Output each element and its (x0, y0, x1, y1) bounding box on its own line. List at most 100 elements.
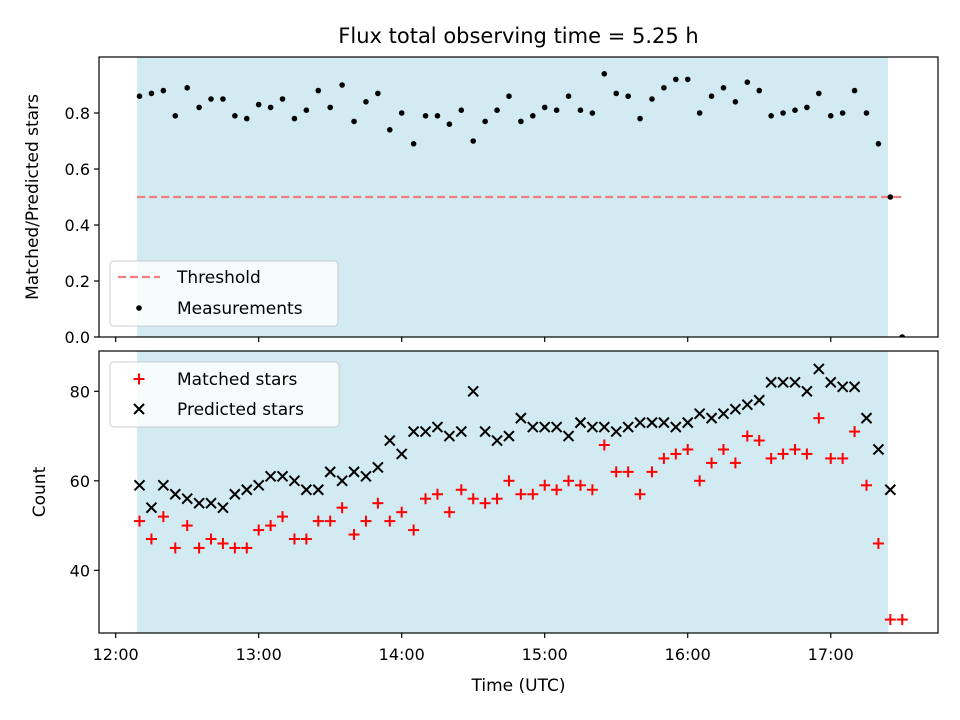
count-x-tick-label: 12:00 (93, 645, 139, 664)
predicted-stars-point (813, 363, 825, 375)
predicted-stars-point (312, 484, 324, 496)
measurement-point (863, 110, 870, 116)
measurement-point (708, 93, 715, 99)
predicted-stars-point (276, 470, 289, 483)
measurement-point (827, 113, 834, 119)
matched-stars-point (706, 457, 718, 469)
matched-stars-point (694, 475, 706, 487)
matched-stars-point (372, 497, 384, 509)
matched-stars-point (324, 515, 336, 527)
measurement-point (839, 110, 846, 116)
measurement-point (243, 115, 250, 122)
predicted-stars-point (169, 488, 181, 500)
matched-stars-point (825, 452, 837, 464)
matched-stars-point (837, 452, 849, 464)
predicted-stars-point (181, 493, 193, 505)
predicted-stars-point (503, 430, 515, 442)
measurement-point (255, 101, 262, 108)
predicted-stars-point (610, 425, 622, 438)
predicted-stars-point (765, 376, 777, 389)
predicted-stars-point (157, 479, 170, 491)
measurement-point (732, 99, 739, 105)
measurement-point (792, 107, 798, 113)
measurement-point (875, 141, 882, 147)
measurement-point (565, 93, 572, 99)
predicted-stars-point (348, 466, 360, 478)
measurement-point (482, 118, 488, 125)
matched-stars-point (408, 524, 420, 536)
count-axes-frame (98, 350, 939, 634)
predicted-stars-point (407, 425, 420, 438)
count-x-tick-label: 13:00 (236, 645, 282, 664)
measurement-point (398, 110, 405, 116)
predicted-stars-point (372, 461, 384, 474)
predicted-stars-point (825, 376, 837, 389)
predicted-stars-point (550, 421, 563, 433)
predicted-stars-point (717, 407, 730, 420)
measurement-point (804, 104, 810, 111)
matched-stars-point (789, 443, 801, 455)
measurement-point (386, 127, 393, 133)
predicted-stars-point (884, 484, 897, 496)
matched-stars-point (169, 542, 181, 554)
predicted-stars-point (264, 470, 277, 483)
predicted-stars-point (562, 430, 575, 442)
measurement-point (315, 87, 322, 94)
predicted-stars-point (217, 501, 229, 514)
count-panel: 40 60 80 12:00 13:00 14:00 15:00 16:00 17:00 Ti… (30, 350, 939, 696)
predicted-stars-point (324, 466, 336, 478)
matched-stars-point (336, 502, 348, 514)
chart-title: Flux total observing time = 5.25 h (338, 24, 698, 48)
measurement-point (458, 107, 465, 113)
predicted-stars-point (658, 416, 670, 429)
predicted-stars-point (241, 484, 253, 496)
matched-stars-point (515, 488, 527, 500)
measurement-point (410, 141, 417, 147)
measurement-point (637, 115, 643, 122)
matched-stars-point (193, 542, 205, 554)
predicted-stars-point (586, 421, 599, 433)
measurement-point (208, 96, 214, 102)
matched-stars-point (753, 435, 765, 447)
measurement-point (530, 113, 536, 119)
matched-stars-point (134, 515, 146, 527)
matched-stars-point (741, 430, 753, 442)
matched-stars-point (253, 524, 265, 536)
measurement-point (470, 138, 477, 144)
matched-stars-point (765, 452, 777, 464)
predicted-stars-point (431, 421, 444, 433)
matched-stars-points (134, 412, 908, 626)
measurement-point (422, 113, 429, 119)
ratio-x-tick-marks (115, 337, 832, 342)
predicted-stars-point (145, 501, 158, 514)
measurement-point (780, 110, 786, 116)
measurement-point (303, 107, 310, 113)
measurement-point (172, 113, 179, 119)
matched-stars-point (431, 488, 443, 500)
ratio-panel: 0.0 0.2 0.4 0.6 0.8 Flux total observing tim… (23, 24, 939, 347)
matched-stars-point (229, 542, 241, 554)
matched-stars-point (801, 448, 813, 460)
count-legend-box (109, 361, 340, 428)
matched-stars-point (622, 466, 634, 478)
count-x-tick-label: 17:00 (808, 645, 854, 664)
matched-stars-point (467, 493, 479, 505)
predicted-stars-point (193, 497, 205, 509)
count-y-ticks: 40 60 80 (70, 382, 99, 580)
predicted-stars-point (693, 407, 706, 420)
measurement-point (291, 115, 298, 122)
predicted-stars-point (741, 399, 754, 411)
matched-stars-legend-label: Matched stars (177, 370, 297, 390)
matched-stars-point (360, 515, 372, 527)
matched-stars-point (205, 533, 217, 545)
predicted-stars-point (670, 421, 682, 433)
matched-stars-point (598, 439, 610, 451)
matched-stars-point (288, 533, 300, 545)
measurement-point (684, 76, 691, 83)
count-x-tick-label: 16:00 (665, 645, 711, 664)
ratio-y-tick-label: 0.2 (65, 272, 90, 291)
measurement-point (887, 194, 894, 200)
measurement-point (518, 118, 524, 125)
measurement-point (196, 104, 202, 111)
measurement-point (756, 87, 763, 94)
